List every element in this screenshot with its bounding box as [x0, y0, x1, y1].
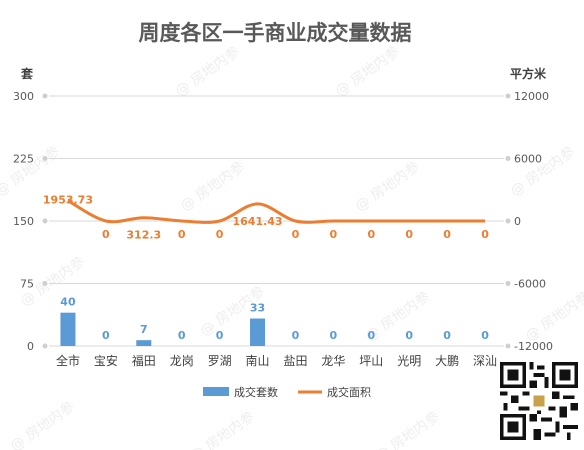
watermark-text: @ 房地内参 — [0, 143, 63, 200]
category-label: 盐田 — [283, 354, 307, 368]
right-axis-ticks: -12000 -6000 0 6000 12000 — [514, 90, 553, 353]
qr-code-image — [500, 362, 578, 440]
category-label: 龙华 — [321, 354, 345, 368]
watermark-text: @ 房地内参 — [7, 398, 78, 450]
bar-value-label: 40 — [60, 296, 76, 309]
category-label: 南山 — [246, 353, 270, 368]
line-value-label: 0 — [216, 228, 224, 241]
category-label: 坪山 — [359, 354, 383, 368]
bar-value-label: 0 — [102, 329, 110, 342]
bar — [136, 340, 152, 346]
line-value-label: 0 — [330, 228, 338, 241]
watermark-text: @ 房地内参 — [187, 408, 258, 450]
legend-swatch-bar — [203, 387, 229, 396]
line-value-label: 0 — [178, 228, 186, 241]
bar-value-label: 0 — [367, 329, 375, 342]
right-tick-label: 12000 — [514, 90, 549, 103]
bar-value-label: 0 — [216, 329, 224, 342]
watermark-layer: @ 房地内参 @ 房地内参 @ 房地内参 @ 房地内参 @ 房地内参 @ 房地内参 @ 房地… — [0, 43, 584, 450]
left-tick-label: 150 — [13, 215, 34, 228]
line-value-label: 0 — [405, 228, 413, 241]
category-label: 宝安 — [94, 353, 118, 368]
line-path — [67, 199, 486, 224]
bar — [250, 318, 266, 346]
legend-label-line: 成交面积 — [327, 385, 371, 399]
gridline-marker — [505, 93, 511, 99]
legend: 成交套数 成交面积 — [203, 385, 371, 399]
watermark-text: @ 房地内参 — [172, 43, 243, 100]
watermark-text: @ 房地内参 — [507, 143, 578, 200]
bar-value-label: 0 — [330, 329, 338, 342]
category-labels: 全市 宝安 福田 龙岗 罗湖 南山 盐田 龙华 坪山 光明 大鹏 深汕 — [56, 353, 497, 368]
gridline-marker — [42, 156, 48, 161]
bar-series — [60, 312, 266, 346]
line-value-label: 0 — [481, 228, 489, 241]
bar-value-label: 0 — [292, 329, 300, 342]
bar-value-label: 0 — [443, 329, 451, 342]
line-value-label: 0 — [443, 228, 451, 241]
bar-data-labels: 40 0 7 0 0 33 0 0 0 0 0 0 — [60, 296, 489, 342]
left-axis-unit: 套 — [20, 66, 34, 81]
right-tick-label: 0 — [514, 215, 521, 228]
gridline-marker — [42, 281, 48, 286]
line-series — [67, 199, 486, 224]
chart-title: 周度各区一手商业成交量数据 — [139, 21, 412, 45]
right-tick-label: -6000 — [514, 278, 546, 291]
gridlines — [42, 93, 511, 349]
line-value-label: 1953.73 — [43, 194, 93, 207]
gridline-marker — [42, 343, 48, 349]
gridline-marker — [42, 93, 48, 99]
bar-value-label: 7 — [140, 323, 148, 336]
legend-label-bar: 成交套数 — [234, 385, 278, 399]
category-label: 罗湖 — [208, 353, 232, 368]
gridline-marker — [505, 281, 511, 286]
line-value-label: 1641.43 — [232, 215, 282, 228]
line-value-label: 0 — [367, 228, 375, 241]
gridline-marker — [505, 156, 511, 161]
category-label: 福田 — [132, 353, 156, 368]
watermark-text: @ 房地内参 — [372, 408, 443, 450]
bar-value-label: 0 — [481, 329, 489, 342]
left-tick-label: 0 — [27, 340, 34, 353]
line-data-labels: 1953.73 0 312.3 0 0 1641.43 0 0 0 0 0 0 — [43, 194, 489, 242]
watermark-text: @ 房地内参 — [332, 43, 403, 100]
left-tick-label: 300 — [13, 90, 34, 103]
bar-value-label: 0 — [405, 329, 413, 342]
category-label: 大鹏 — [435, 354, 459, 368]
gridline-marker — [505, 343, 511, 349]
gridline-marker — [505, 218, 511, 224]
line-value-label: 0 — [102, 228, 110, 241]
line-value-label: 0 — [292, 228, 300, 241]
bar-value-label: 0 — [178, 329, 186, 342]
watermark-text: @ 房地内参 — [522, 288, 584, 345]
right-tick-label: -12000 — [514, 340, 553, 353]
bar-value-label: 33 — [250, 302, 265, 315]
left-axis-ticks: 0 75 150 225 300 — [13, 90, 34, 353]
right-tick-label: 6000 — [514, 153, 542, 166]
watermark-text: @ 房地内参 — [177, 158, 248, 215]
category-label: 全市 — [56, 353, 80, 368]
line-value-label: 312.3 — [126, 229, 161, 242]
bar — [60, 312, 76, 346]
left-tick-label: 225 — [13, 153, 34, 166]
watermark-text: @ 房地内参 — [352, 158, 423, 215]
gridline-marker — [42, 218, 48, 224]
left-tick-label: 75 — [20, 278, 34, 291]
category-label: 深汕 — [473, 354, 497, 368]
category-label: 龙岗 — [170, 354, 194, 368]
right-axis-unit: 平方米 — [510, 66, 547, 81]
category-label: 光明 — [397, 354, 421, 368]
